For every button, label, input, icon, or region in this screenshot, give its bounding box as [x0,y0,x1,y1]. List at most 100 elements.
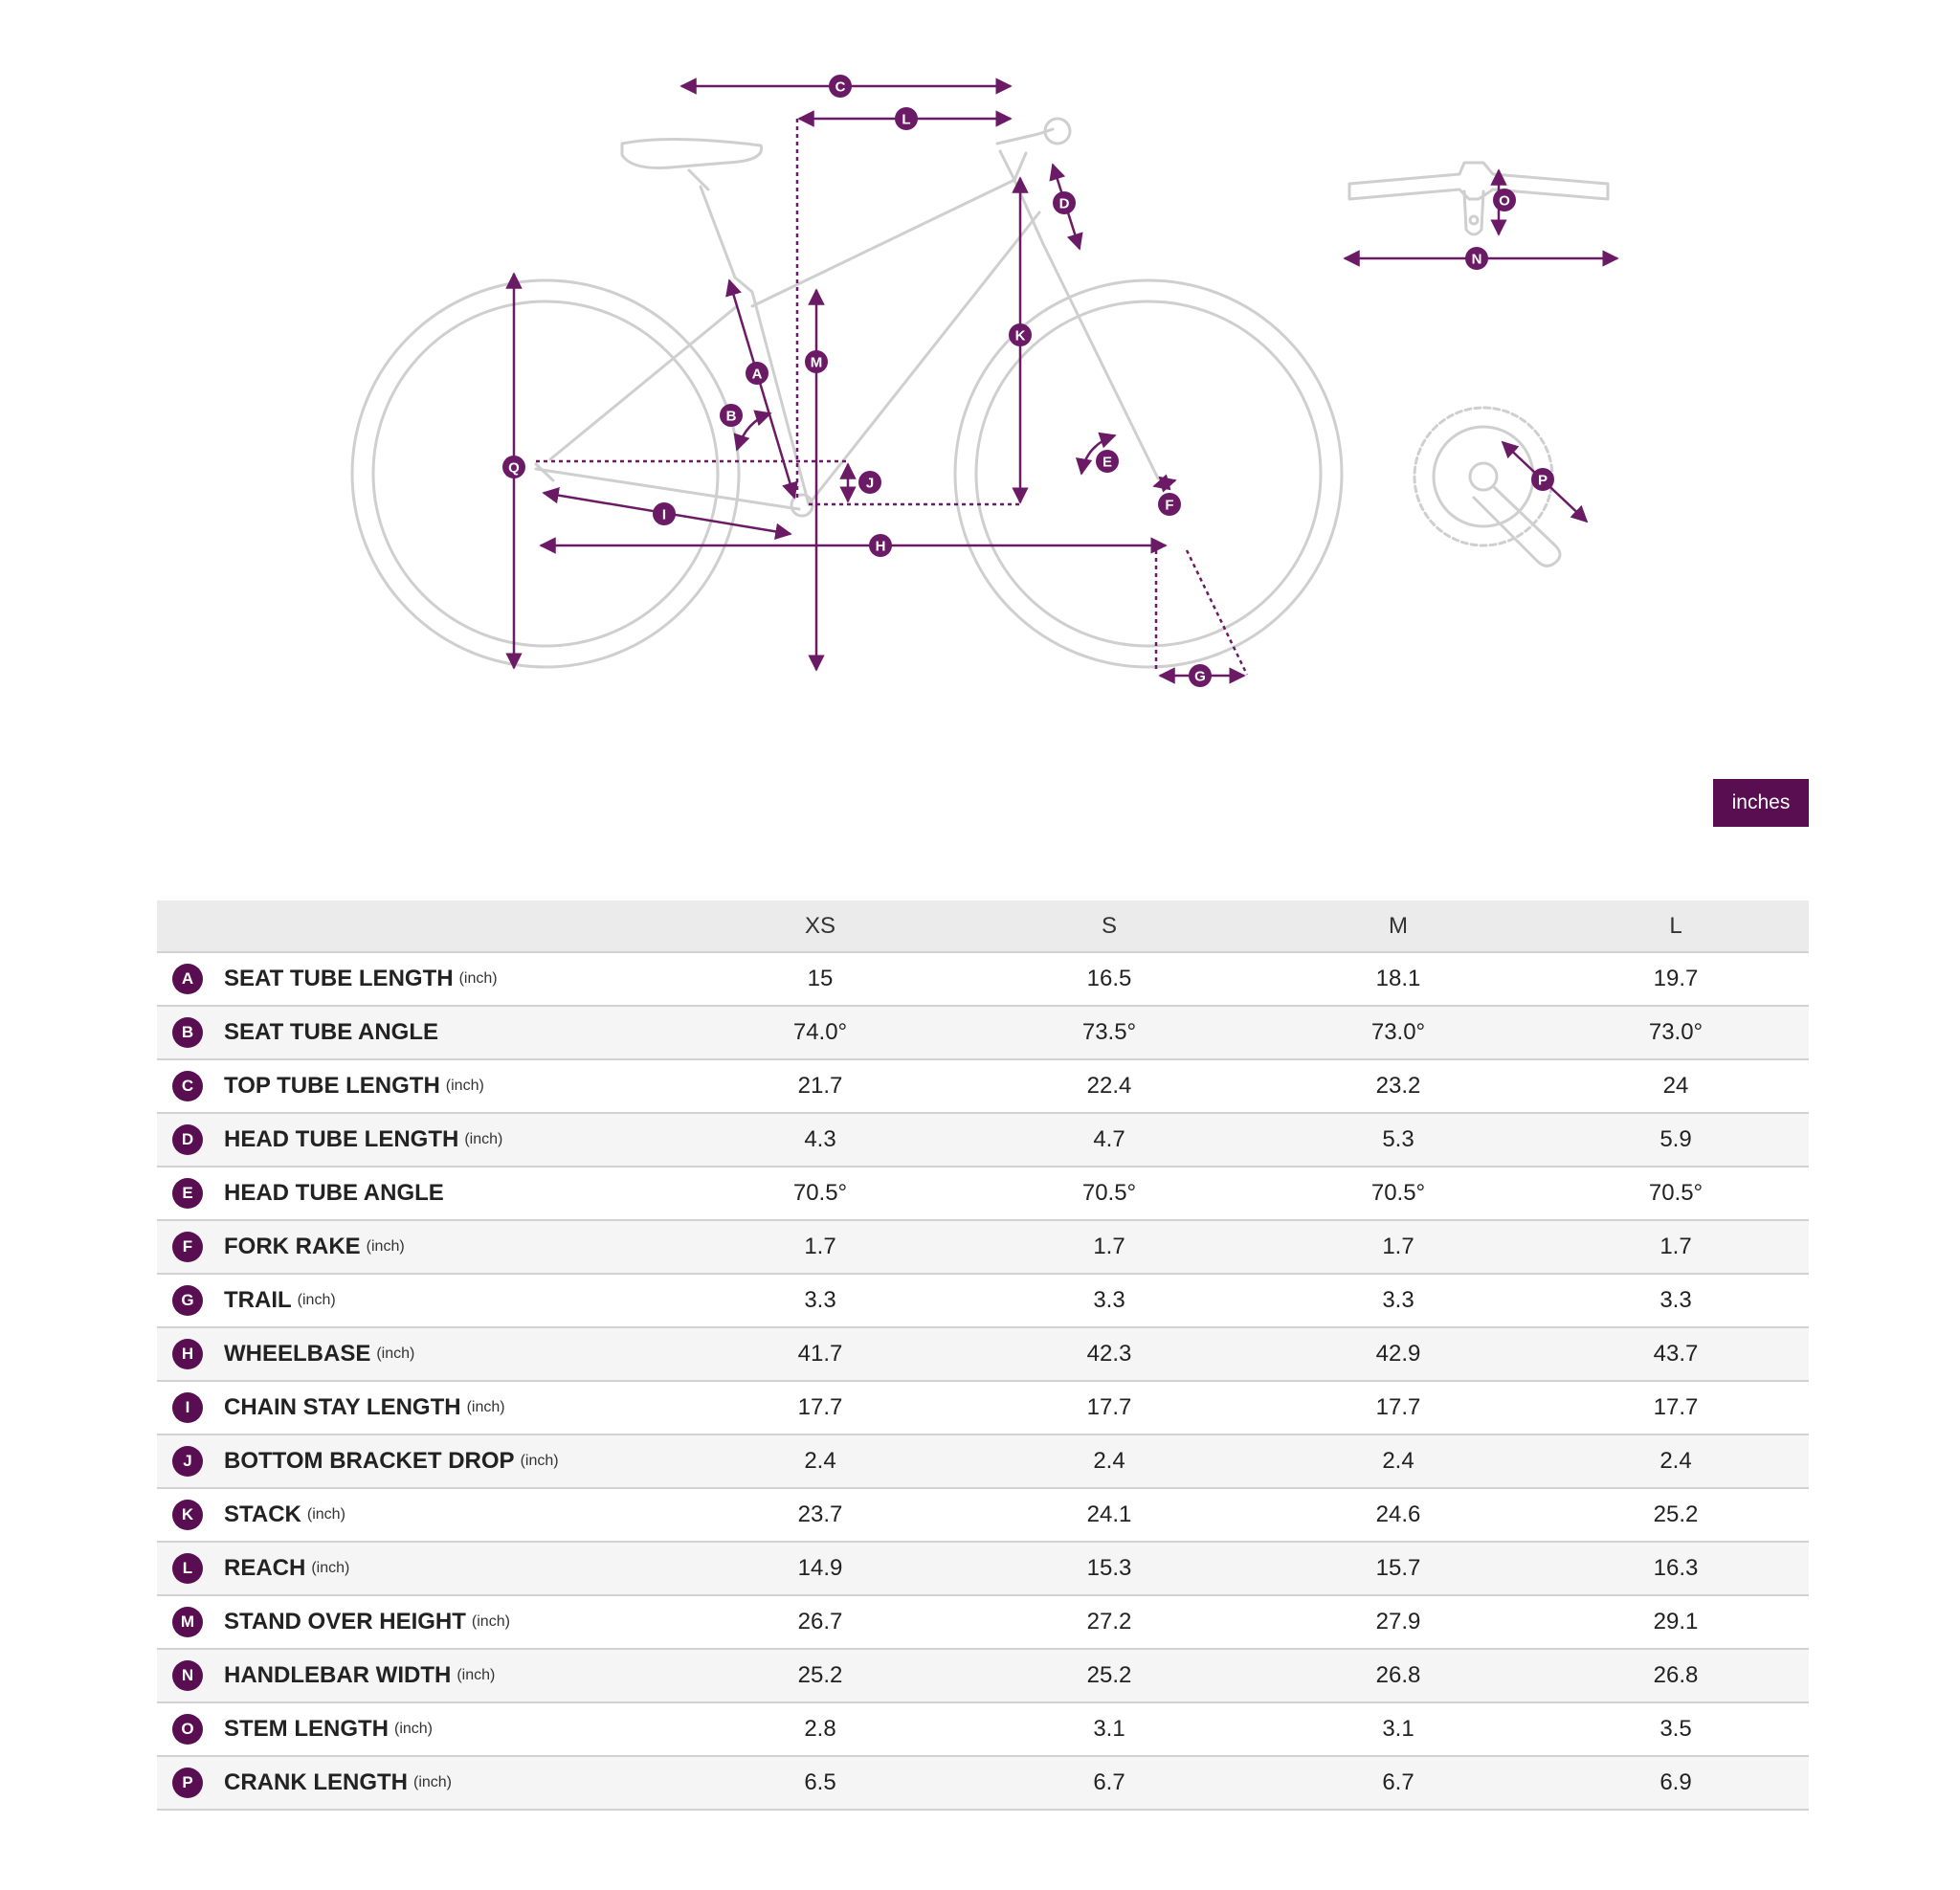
measurement-value: 22.4 [965,1059,1254,1114]
measurement-value: 6.7 [965,1756,1254,1811]
svg-text:Q: Q [508,460,520,477]
callout-b: B [720,404,743,427]
measurement-value: 1.7 [1543,1220,1809,1275]
measurement-value: 16.5 [965,952,1254,1007]
measurement-value: 26.8 [1254,1649,1543,1703]
column-header-size: S [965,901,1254,953]
measurement-value: 43.7 [1543,1327,1809,1382]
measurement-value: 70.5° [676,1167,965,1221]
measurement-value: 27.9 [1254,1595,1543,1650]
svg-text:D: D [1059,196,1070,212]
measurement-unit: (inch) [306,1506,345,1523]
measurement-name: HEAD TUBE LENGTH [224,1126,459,1152]
svg-text:N: N [1472,252,1482,268]
svg-text:E: E [1102,455,1112,471]
measurement-unit: (inch) [466,1399,505,1415]
table-row: J BOTTOM BRACKET DROP (inch) 2.4 2.4 2.4 2.4 [157,1434,1809,1489]
measurement-unit: (inch) [413,1774,453,1790]
measurement-letter-badge: K [172,1500,203,1530]
handlebar-top-view [1348,161,1610,236]
column-header-measurement [157,901,676,953]
measurement-unit: (inch) [520,1453,559,1469]
measurement-letter-badge: J [172,1446,203,1477]
measurement-label: O STEM LENGTH (inch) [157,1702,676,1757]
unit-toggle-button[interactable]: inches [1713,779,1809,827]
table-row: O STEM LENGTH (inch) 2.8 3.1 3.1 3.5 [157,1702,1809,1757]
svg-text:B: B [726,409,737,425]
table-row: H WHEELBASE (inch) 41.7 42.3 42.9 43.7 [157,1327,1809,1382]
measurement-letter-badge: L [172,1553,203,1584]
measurement-name: SEAT TUBE ANGLE [224,1019,439,1045]
measurement-letter-badge: N [172,1660,203,1691]
callout-n: N [1465,247,1488,270]
measurement-label: P CRANK LENGTH (inch) [157,1756,676,1811]
measurement-value: 27.2 [965,1595,1254,1650]
svg-text:O: O [1499,193,1510,210]
measurement-value: 26.8 [1543,1649,1809,1703]
measurement-value: 23.2 [1254,1059,1543,1114]
measurement-value: 2.4 [965,1434,1254,1489]
measurement-letter-badge: C [172,1071,203,1101]
column-header-size: M [1254,901,1543,953]
measurement-label: F FORK RAKE (inch) [157,1220,676,1275]
column-header-size: L [1543,901,1809,953]
measurement-label: I CHAIN STAY LENGTH (inch) [157,1381,676,1435]
measurement-letter-badge: G [172,1285,203,1316]
callout-h: H [869,534,892,557]
svg-text:I: I [662,507,666,523]
measurement-unit: (inch) [458,970,498,987]
measurement-letter-badge: B [172,1017,203,1048]
measurement-value: 24.1 [965,1488,1254,1543]
table-row: B SEAT TUBE ANGLE 74.0° 73.5° 73.0° 73.0° [157,1006,1809,1060]
callout-o: O [1493,189,1516,211]
measurement-label: H WHEELBASE (inch) [157,1327,676,1382]
measurement-value: 14.9 [676,1542,965,1596]
measurement-value: 2.8 [676,1702,965,1757]
table-row: P CRANK LENGTH (inch) 6.5 6.7 6.7 6.9 [157,1756,1809,1811]
measurement-label: G TRAIL (inch) [157,1274,676,1328]
callout-l: L [895,107,918,130]
table-row: E HEAD TUBE ANGLE 70.5° 70.5° 70.5° 70.5° [157,1167,1809,1221]
measurement-value: 6.7 [1254,1756,1543,1811]
table-row: I CHAIN STAY LENGTH (inch) 17.7 17.7 17.7 17.7 [157,1381,1809,1435]
measurement-value: 29.1 [1543,1595,1809,1650]
measurement-value: 42.3 [965,1327,1254,1382]
table-row: L REACH (inch) 14.9 15.3 15.7 16.3 [157,1542,1809,1596]
measurement-value: 17.7 [1543,1381,1809,1435]
seatpost-and-saddle [620,137,764,279]
measurement-name: HANDLEBAR WIDTH [224,1662,452,1688]
measurement-letter-badge: E [172,1178,203,1209]
callout-q: Q [502,456,525,478]
callout-g: G [1189,664,1212,687]
measurement-label: L REACH (inch) [157,1542,676,1596]
callout-i: I [653,502,676,525]
measurement-name: CHAIN STAY LENGTH [224,1394,461,1420]
measurement-name: BOTTOM BRACKET DROP [224,1448,515,1474]
measurement-name: SEAT TUBE LENGTH [224,966,454,991]
callout-f: F [1158,493,1181,516]
measurement-unit: (inch) [457,1667,496,1683]
svg-text:A: A [752,367,763,383]
measurement-unit: (inch) [445,1078,484,1094]
svg-text:C: C [835,79,846,96]
measurement-name: STEM LENGTH [224,1716,389,1742]
measurement-value: 70.5° [965,1167,1254,1221]
measurement-letter-badge: H [172,1339,203,1369]
measurement-name: HEAD TUBE ANGLE [224,1180,444,1206]
measurement-letter-badge: O [172,1714,203,1745]
measurement-value: 3.3 [676,1274,965,1328]
measurement-unit: (inch) [297,1292,336,1308]
measurement-value: 6.9 [1543,1756,1809,1811]
callout-e: E [1096,450,1119,473]
measurement-value: 3.5 [1543,1702,1809,1757]
measurement-value: 5.9 [1543,1113,1809,1167]
measurement-name: TRAIL [224,1287,292,1313]
table-row: K STACK (inch) 23.7 24.1 24.6 25.2 [157,1488,1809,1543]
table-row: G TRAIL (inch) 3.3 3.3 3.3 3.3 [157,1274,1809,1328]
table-row: C TOP TUBE LENGTH (inch) 21.7 22.4 23.2 24 [157,1059,1809,1114]
measurement-value: 1.7 [1254,1220,1543,1275]
measurement-value: 3.3 [965,1274,1254,1328]
measurement-name: STAND OVER HEIGHT [224,1609,466,1634]
table-row: A SEAT TUBE LENGTH (inch) 15 16.5 18.1 19.7 [157,952,1809,1007]
measurement-unit: (inch) [471,1613,510,1630]
